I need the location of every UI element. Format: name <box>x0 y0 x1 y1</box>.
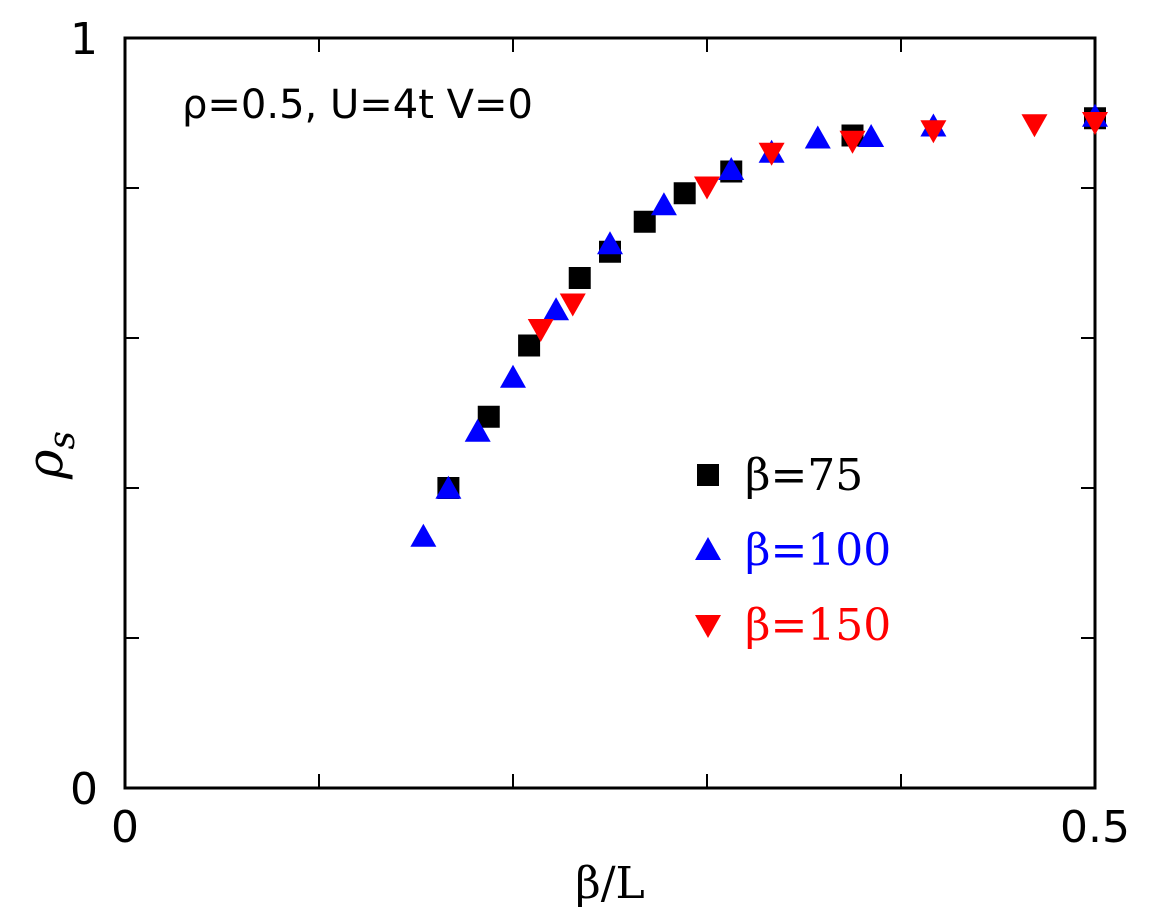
data-point <box>518 334 541 357</box>
legend-marker <box>695 537 721 560</box>
plot-frame <box>123 36 1097 790</box>
x-tick-label: 0 <box>111 802 139 853</box>
x-axis-label: β/L <box>575 858 644 909</box>
data-point <box>410 523 437 547</box>
data-point <box>673 182 696 205</box>
data-point <box>633 210 656 233</box>
data-point <box>464 418 491 442</box>
legend: β=75 β=100 β=150 <box>695 450 891 651</box>
data-point <box>435 475 462 499</box>
data-point <box>1021 114 1048 138</box>
data-point <box>527 319 554 342</box>
series-0 <box>437 107 1106 499</box>
data-point <box>920 120 947 144</box>
data-point <box>694 176 720 200</box>
data-point <box>477 405 500 428</box>
data-point <box>500 364 526 388</box>
data-point <box>858 124 885 147</box>
data-point <box>650 192 677 216</box>
legend-marker <box>695 615 721 638</box>
legend-marker <box>697 464 719 486</box>
data-point <box>1082 112 1108 135</box>
legend-label: β=75 <box>745 450 863 501</box>
data-point <box>804 125 831 149</box>
y-axis-label-subscript: s <box>42 431 83 449</box>
data-points <box>410 103 1108 547</box>
y-tick-label: 1 <box>70 14 98 65</box>
y-tick-label: 0 <box>70 764 98 815</box>
svg-text:ρs: ρs <box>16 431 83 480</box>
legend-label: β=150 <box>745 600 891 651</box>
y-axis-label: ρs <box>16 431 83 480</box>
data-point <box>597 231 623 255</box>
series-2 <box>527 112 1108 342</box>
x-tick-label: 0.5 <box>1060 802 1130 853</box>
data-point <box>568 267 591 289</box>
tick-labels: 0 0.5 0 1 <box>70 14 1130 853</box>
data-point <box>718 157 745 180</box>
axis-ticks <box>124 37 1096 789</box>
legend-label: β=100 <box>745 525 891 576</box>
data-point <box>559 293 586 317</box>
y-axis-label-symbol: ρ <box>16 449 74 480</box>
annotation: ρ=0.5, U=4t V=0 <box>182 82 533 128</box>
data-point <box>839 130 866 154</box>
data-point <box>758 142 785 166</box>
data-point <box>543 297 570 321</box>
